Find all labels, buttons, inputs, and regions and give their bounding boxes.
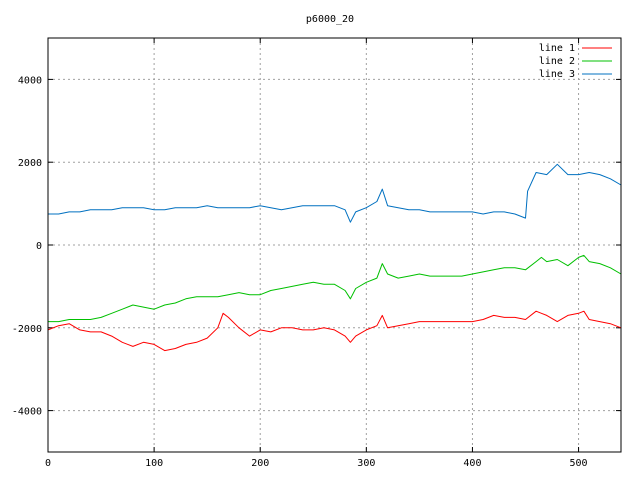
y-tick-label: -4000 bbox=[12, 407, 42, 418]
y-tick-label: 2000 bbox=[18, 158, 42, 169]
legend: line 1 line 2 line 3 bbox=[539, 43, 612, 80]
series-group bbox=[47, 163, 622, 352]
legend-label: line 3 bbox=[539, 69, 575, 80]
x-tick-label: 300 bbox=[357, 458, 375, 469]
x-tick-label: 500 bbox=[570, 458, 588, 469]
y-tick-label: 4000 bbox=[18, 75, 42, 86]
legend-label: line 1 bbox=[539, 43, 575, 54]
series-line-3 bbox=[48, 163, 622, 223]
grid bbox=[48, 38, 621, 452]
chart-title: p6000_20 bbox=[306, 14, 354, 25]
x-tick-label: 0 bbox=[45, 458, 51, 469]
plot-frame bbox=[47, 37, 622, 453]
series-line-2 bbox=[48, 254, 622, 323]
y-tick-label: 0 bbox=[36, 241, 42, 252]
x-tick-label: 400 bbox=[463, 458, 481, 469]
legend-label: line 2 bbox=[539, 56, 575, 67]
x-tick-label: 100 bbox=[145, 458, 163, 469]
y-tick-label: -2000 bbox=[12, 324, 42, 335]
series-line-1 bbox=[47, 310, 622, 352]
axis-ticks: 0 100 200 300 400 500 -4000 -2000 0 2000 4000 bbox=[12, 38, 621, 469]
x-tick-label: 200 bbox=[251, 458, 269, 469]
